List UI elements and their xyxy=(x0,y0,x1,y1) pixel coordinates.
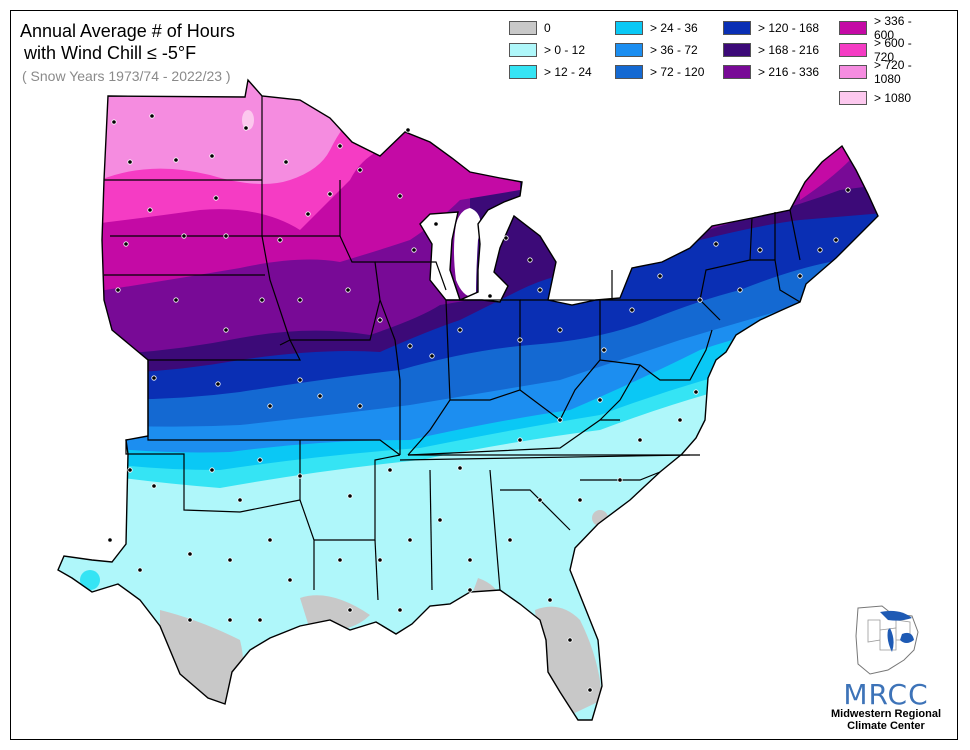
legend-swatch xyxy=(615,65,643,79)
legend-swatch xyxy=(509,21,537,35)
title-line-1: Annual Average # of Hours xyxy=(20,21,235,41)
mrcc-logo: MRCC Midwestern Regional Climate Center xyxy=(830,678,942,733)
logo-line-1: Midwestern Regional xyxy=(830,708,942,720)
legend-swatch xyxy=(723,65,751,79)
station-dots xyxy=(107,113,851,693)
map-subtitle: ( Snow Years 1973/74 - 2022/23 ) xyxy=(22,68,231,84)
legend-label: > 36 - 72 xyxy=(650,43,698,57)
legend-swatch xyxy=(509,43,537,57)
legend-swatch xyxy=(839,65,867,79)
legend-swatch xyxy=(615,43,643,57)
legend-item: > 216 - 336 xyxy=(723,64,819,80)
title-line-2: with Wind Chill ≤ -5°F xyxy=(24,43,197,63)
legend-swatch xyxy=(839,43,867,57)
legend-swatch xyxy=(723,21,751,35)
legend-item: > 600 - 720 xyxy=(839,36,929,64)
legend-label: 0 xyxy=(544,21,551,35)
legend-item: > 336 - 600 xyxy=(839,14,929,42)
legend-label: > 336 - 600 xyxy=(874,14,912,42)
legend-item: > 1080 xyxy=(839,90,911,106)
legend-swatch xyxy=(839,21,867,35)
legend-item: > 36 - 72 xyxy=(615,42,698,58)
legend-swatch xyxy=(839,91,867,105)
legend: 0 > 0 - 12 > 12 - 24 > 24 - 36 > 36 - 72… xyxy=(509,14,929,112)
legend-label: > 168 - 216 xyxy=(758,43,820,57)
legend-item: > 120 - 168 xyxy=(723,20,819,36)
legend-swatch xyxy=(723,43,751,57)
legend-item: > 168 - 216 xyxy=(723,42,819,58)
legend-label: > 720 - 1080 xyxy=(874,58,912,86)
legend-swatch xyxy=(615,21,643,35)
logo-name: MRCC xyxy=(843,678,929,711)
legend-label: > 24 - 36 xyxy=(650,21,698,35)
legend-item: > 12 - 24 xyxy=(509,64,592,80)
legend-item: > 0 - 12 xyxy=(509,42,585,58)
legend-label: > 72 - 120 xyxy=(650,65,705,79)
legend-swatch xyxy=(509,65,537,79)
logo-line-2: Climate Center xyxy=(847,720,925,732)
legend-label: > 12 - 24 xyxy=(544,65,592,79)
legend-item: > 720 - 1080 xyxy=(839,58,929,86)
mrcc-logo-map xyxy=(855,605,919,675)
legend-label: > 0 - 12 xyxy=(544,43,586,57)
legend-item: > 72 - 120 xyxy=(615,64,704,80)
coastline xyxy=(57,78,879,721)
legend-label: > 120 - 168 xyxy=(758,21,820,35)
legend-item: 0 xyxy=(509,20,551,36)
map-title: Annual Average # of Hours with Wind Chil… xyxy=(20,20,235,64)
legend-label: > 216 - 336 xyxy=(758,65,820,79)
legend-label: > 600 - 720 xyxy=(874,36,912,64)
legend-item: > 24 - 36 xyxy=(615,20,698,36)
legend-label: > 1080 xyxy=(874,91,912,105)
state-boundaries xyxy=(104,96,801,601)
